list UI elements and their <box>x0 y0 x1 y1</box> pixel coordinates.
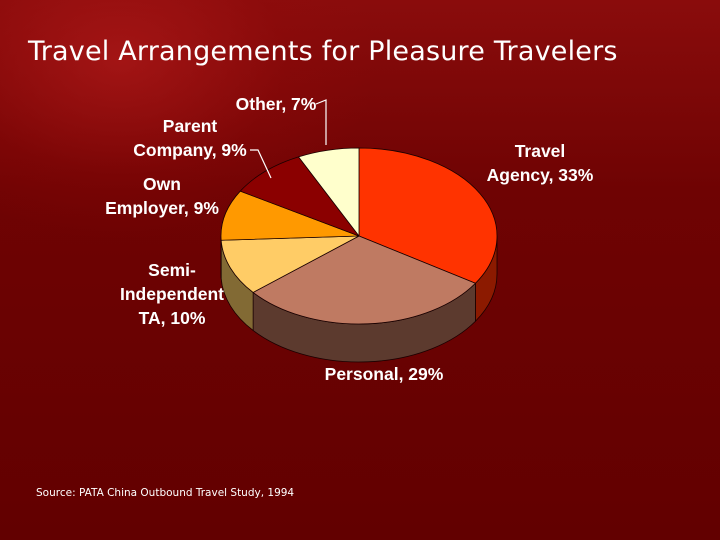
slice-label-own-employer: Own Employer, 9% <box>105 174 219 218</box>
slice-labels: Travel Agency, 33% Personal, 29% Semi-Indep… <box>105 94 594 384</box>
label-leader-lines <box>250 99 327 179</box>
slice-label-parent-company: Parent Company, 9% <box>133 116 247 160</box>
pie-slice-own-employer <box>220 190 360 241</box>
pie-slice-other <box>298 147 360 237</box>
slice-label-travel-agency: Travel Agency, 33% <box>487 141 594 185</box>
leader-line-other <box>315 99 327 145</box>
slide-title: Travel Arrangements for Pleasure Travele… <box>28 36 618 67</box>
slice-label-personal: Personal, 29% <box>325 364 444 384</box>
pie-slice-personal <box>252 235 476 325</box>
slice-label-semi-independent-ta: Semi-Independent TA, 10% <box>120 260 224 328</box>
pie-slice-travel-agency <box>358 147 498 284</box>
pie-slices <box>220 147 498 325</box>
source-note: Source: PATA China Outbound Travel Study… <box>36 487 295 499</box>
pie-slice-semi-independent-ta <box>220 235 360 293</box>
slice-label-other: Other, 7% <box>236 94 317 114</box>
leader-line-parent-company <box>250 149 272 179</box>
